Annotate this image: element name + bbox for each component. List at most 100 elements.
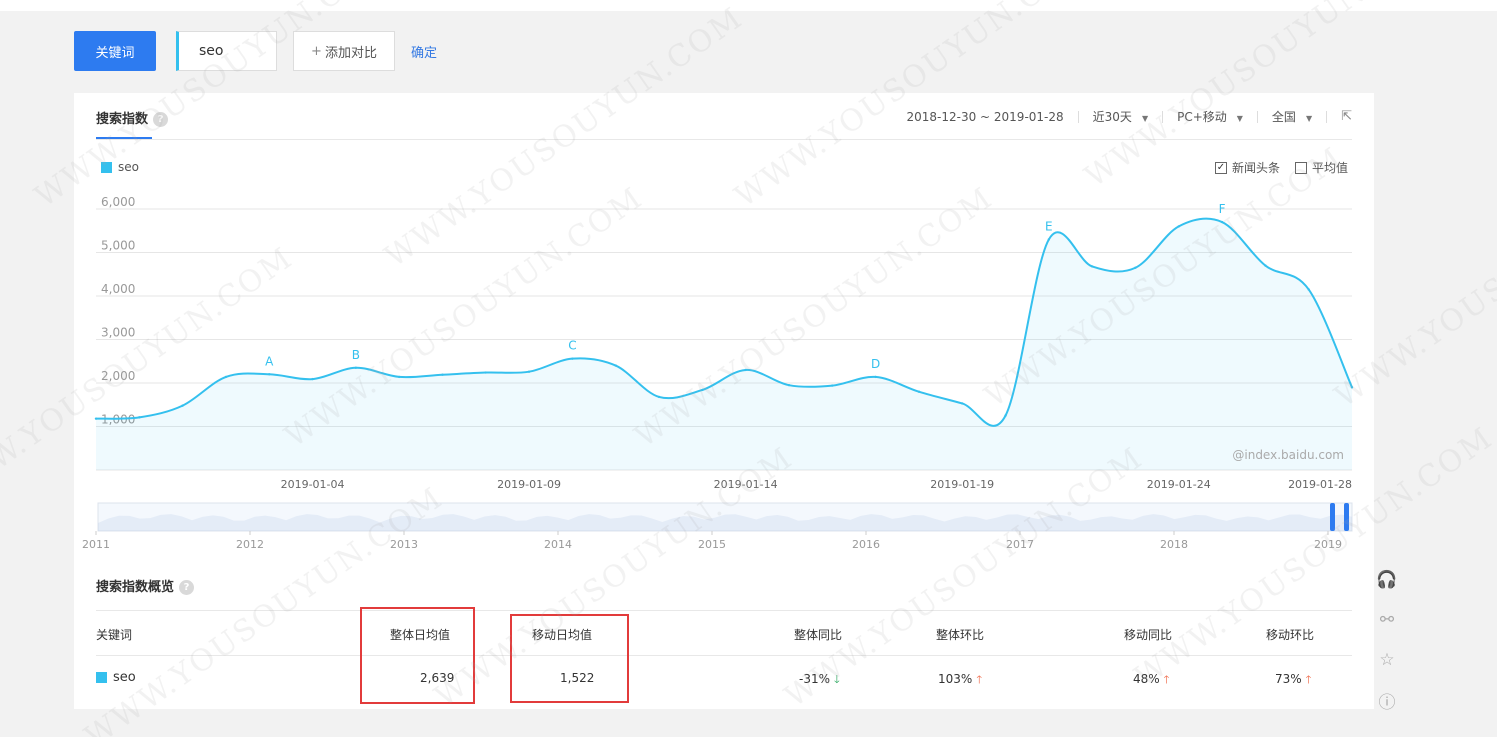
arrow-up-icon: 🡑 xyxy=(976,673,983,686)
date-range[interactable]: 2018-12-30 ~ 2019-01-28 xyxy=(906,109,1064,124)
add-compare-label: 添加对比 xyxy=(324,45,377,61)
divider xyxy=(1077,110,1079,123)
keyword-tab-button[interactable]: 关键词 xyxy=(74,31,156,71)
y-tick-label: 2,000 xyxy=(101,369,135,383)
header-keyword: 关键词 xyxy=(96,628,133,642)
header-mobile-mom: 移动环比 xyxy=(1266,628,1315,642)
navigator-area xyxy=(98,514,1352,531)
data-point xyxy=(1090,265,1094,268)
x-tick-label: 2019-01-14 xyxy=(714,478,778,491)
header-mobile-yoy: 移动同比 xyxy=(1124,628,1173,642)
plus-icon: + xyxy=(311,43,322,59)
annotation-label: A xyxy=(265,354,274,368)
add-compare-button[interactable]: + 添加对比 xyxy=(293,31,395,71)
tab-search-index[interactable]: 搜索指数? xyxy=(96,108,169,127)
confirm-link[interactable]: 确定 xyxy=(411,46,438,61)
header-mobile-avg: 移动日均值 xyxy=(532,628,593,642)
data-point xyxy=(874,375,877,379)
navigator-year-label: 2018 xyxy=(1160,538,1188,551)
data-point xyxy=(1350,386,1354,389)
data-point xyxy=(224,375,228,379)
average-checkbox[interactable]: 平均值 xyxy=(1294,159,1348,176)
data-point xyxy=(1047,238,1051,241)
data-point xyxy=(787,383,791,387)
row-overall-yoy: -31% 🡓 xyxy=(799,671,840,690)
help-icon[interactable]: ⓘ xyxy=(1378,692,1396,713)
caret-down-icon: ▼ xyxy=(1305,114,1313,123)
keyword-input[interactable]: seo xyxy=(176,31,277,71)
table-header-border xyxy=(96,655,1352,656)
navigator-year-label: 2012 xyxy=(236,538,264,551)
device-label: PC+移动 xyxy=(1177,110,1227,124)
navigator-year-label: 2019 xyxy=(1314,538,1342,551)
data-point xyxy=(138,416,141,419)
data-point xyxy=(1134,266,1137,269)
y-tick-label: 6,000 xyxy=(101,195,135,209)
annotation-label: F xyxy=(1219,202,1226,216)
highlight-overall-avg xyxy=(360,607,475,704)
data-point xyxy=(441,373,444,376)
row-overall-mom-value: 103% xyxy=(938,672,973,686)
row-mobile-mom: 73% 🡑 xyxy=(1275,671,1311,690)
data-point xyxy=(94,417,98,420)
help-icon[interactable]: ? xyxy=(179,580,195,595)
row-swatch xyxy=(96,672,107,683)
caret-down-icon: ▼ xyxy=(1141,114,1149,123)
share-icon[interactable]: ⚯ xyxy=(1379,610,1395,630)
navigator-year-label: 2014 xyxy=(544,538,572,551)
arrow-down-icon: 🡓 xyxy=(834,673,840,686)
period-label: 近30天 xyxy=(1092,110,1132,124)
x-tick-label: 2019-01-09 xyxy=(497,478,561,491)
chart-options: ✓ 新闻头条 平均值 xyxy=(1200,159,1348,176)
annotation-label: E xyxy=(1045,219,1053,233)
legend-label: seo xyxy=(118,160,139,174)
highlight-mobile-avg xyxy=(510,614,629,703)
average-checkbox-label: 平均值 xyxy=(1311,161,1348,175)
header-overall-avg: 整体日均值 xyxy=(390,628,451,642)
x-tick-label: 2019-01-24 xyxy=(1147,478,1211,491)
arrow-up-icon: 🡑 xyxy=(1305,673,1312,686)
region-label: 全国 xyxy=(1271,110,1296,124)
annotation-label: B xyxy=(352,348,360,362)
y-tick-label: 3,000 xyxy=(101,326,135,340)
side-toolbar: 🎧 ⚯ ☆ ⓘ xyxy=(1375,560,1399,720)
divider xyxy=(1162,110,1164,123)
row-mobile-avg: 1,522 xyxy=(560,671,595,685)
data-point xyxy=(268,373,271,376)
data-point xyxy=(354,366,358,369)
external-link-icon[interactable]: ⇱ xyxy=(1341,109,1352,124)
checkbox-checked-icon: ✓ xyxy=(1214,161,1227,174)
help-icon[interactable]: ? xyxy=(153,112,169,127)
navigator-track xyxy=(97,502,1353,532)
row-mobile-mom-value: 73% xyxy=(1275,672,1302,686)
row-overall-mom: 103% 🡑 xyxy=(938,671,982,690)
region-select[interactable]: 全国 ▼ xyxy=(1272,108,1312,125)
row-keyword: seo xyxy=(96,670,136,685)
data-point xyxy=(1307,288,1310,291)
x-tick-label: 2019-01-19 xyxy=(930,478,994,491)
row-mobile-yoy: 48% 🡑 xyxy=(1133,671,1169,690)
series-area-seo xyxy=(96,218,1352,470)
data-point xyxy=(1177,225,1180,228)
filter-bar: 2018-12-30 ~ 2019-01-28 近30天 ▼ PC+移动 ▼ 全国 ▼… xyxy=(906,108,1352,125)
top-strip xyxy=(0,0,1497,11)
row-mobile-yoy-value: 48% xyxy=(1133,672,1160,686)
headset-icon[interactable]: 🎧 xyxy=(1376,570,1398,590)
y-tick-label: 5,000 xyxy=(101,239,135,253)
data-point xyxy=(614,364,617,367)
navigator-year-label: 2013 xyxy=(390,538,418,551)
navigator-handle-right xyxy=(1344,503,1349,531)
chart-legend[interactable]: seo xyxy=(101,160,139,174)
news-checkbox[interactable]: ✓ 新闻头条 xyxy=(1214,159,1280,176)
star-icon[interactable]: ☆ xyxy=(1379,650,1395,670)
device-select[interactable]: PC+移动 ▼ xyxy=(1177,108,1243,125)
x-tick-label: 2019-01-28 xyxy=(1288,478,1352,491)
data-point xyxy=(1264,264,1267,267)
data-point xyxy=(1220,220,1224,224)
data-point xyxy=(961,402,964,405)
data-point xyxy=(571,357,574,360)
search-index-chart[interactable]: 1,0002,0003,0004,0005,0006,000ABCDEF2019… xyxy=(74,93,1374,553)
chart-watermark: @index.baidu.com xyxy=(1232,448,1344,462)
period-select[interactable]: 近30天 ▼ xyxy=(1093,108,1148,125)
data-point xyxy=(831,384,834,387)
